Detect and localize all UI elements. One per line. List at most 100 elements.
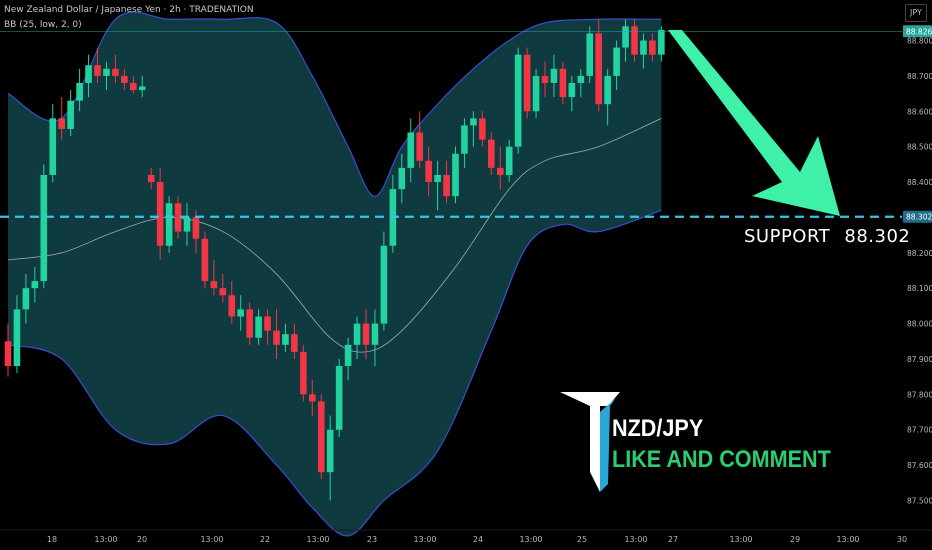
chart-title: New Zealand Dollar / Japanese Yen · 2h ·… xyxy=(4,5,254,15)
candle-body xyxy=(577,75,585,83)
candle-body xyxy=(595,33,602,105)
last-price-tag-text: 88.826 xyxy=(906,27,932,36)
candle-body xyxy=(353,323,361,345)
candle-body xyxy=(4,341,12,367)
candle-body xyxy=(559,68,567,98)
x-tick-label: 29 xyxy=(790,535,800,544)
candle-body xyxy=(407,132,415,168)
x-tick-label: 23 xyxy=(367,535,377,544)
candle-body xyxy=(291,334,298,352)
bollinger-upper-line xyxy=(7,11,662,197)
brand-pair-text: NZD/JPY xyxy=(612,415,704,442)
candle-body xyxy=(541,75,549,83)
candle-body xyxy=(514,54,522,147)
bollinger-lower-line xyxy=(7,209,662,537)
x-tick-label: 13:00 xyxy=(519,535,542,544)
y-tick-label: 88.500 xyxy=(907,143,932,152)
candle-body xyxy=(255,316,262,338)
candle-body xyxy=(550,68,558,83)
candle-body xyxy=(121,75,128,83)
candle-body xyxy=(317,401,325,473)
candle-body xyxy=(228,295,236,317)
y-tick-label: 88.000 xyxy=(907,320,932,329)
y-tick-label: 88.600 xyxy=(907,107,932,116)
candle-body xyxy=(201,238,209,282)
candle-body xyxy=(631,26,638,55)
candle-body xyxy=(219,288,227,296)
candle-body xyxy=(326,429,334,473)
y-tick-label: 87.800 xyxy=(907,390,932,399)
candle-body xyxy=(103,68,110,76)
bollinger-band-fill xyxy=(8,11,662,536)
currency-button[interactable]: JPY xyxy=(905,4,927,22)
candle-body xyxy=(31,281,39,289)
axis-layer: 88.80088.70088.60088.50088.40088.30088.2… xyxy=(0,25,932,544)
y-tick-label: 88.200 xyxy=(907,249,932,258)
overlay-layer xyxy=(0,30,902,218)
candle-body xyxy=(174,203,182,232)
support-price-tag-text: 88.302 xyxy=(906,213,932,222)
candle-body xyxy=(398,167,406,190)
candle-body xyxy=(488,139,495,168)
candle-body xyxy=(532,75,540,112)
support-value: 88.302 xyxy=(844,226,911,247)
candle-body xyxy=(147,174,155,183)
candle-body xyxy=(335,366,343,430)
candle-body xyxy=(568,82,576,98)
candle-body xyxy=(13,309,21,367)
candle-body xyxy=(282,334,289,345)
y-tick-label: 88.100 xyxy=(907,284,932,293)
candle-body xyxy=(192,217,200,239)
candle-body xyxy=(22,288,30,310)
candle-body xyxy=(165,203,173,246)
candle-body xyxy=(362,323,370,345)
support-label: SUPPORT xyxy=(744,226,831,247)
candle-body xyxy=(67,100,74,129)
candle-body xyxy=(85,65,92,83)
candle-body xyxy=(130,82,137,91)
brand-cta-text: LIKE AND COMMENT xyxy=(612,446,831,473)
candle-body xyxy=(183,217,191,232)
x-tick-label: 13:00 xyxy=(836,535,859,544)
y-tick-label: 87.500 xyxy=(907,497,932,506)
candles-layer xyxy=(4,19,665,501)
candle-body xyxy=(94,65,101,76)
support-annotation: SUPPORT 88.302 xyxy=(744,226,910,247)
candle-body xyxy=(156,182,164,246)
y-tick-label: 88.700 xyxy=(907,72,932,81)
candle-body xyxy=(434,174,441,183)
candle-body xyxy=(523,54,531,112)
candle-body xyxy=(496,167,504,175)
x-tick-label: 22 xyxy=(260,535,270,544)
candle-body xyxy=(416,132,423,161)
y-tick-label: 88.800 xyxy=(907,37,932,46)
x-tick-label: 25 xyxy=(577,535,587,544)
x-tick-label: 20 xyxy=(137,535,147,544)
candle-body xyxy=(58,118,65,129)
x-tick-label: 13:00 xyxy=(729,535,752,544)
x-tick-label: 27 xyxy=(668,535,678,544)
bollinger-basis-line xyxy=(7,117,662,353)
candle-body xyxy=(443,174,450,197)
indicator-legend: BB (25, low, 2, 0) xyxy=(4,20,82,30)
candle-body xyxy=(210,281,218,289)
x-tick-label: 18 xyxy=(47,535,57,544)
candle-body xyxy=(273,330,280,345)
candle-body xyxy=(452,153,459,197)
x-tick-label: 30 xyxy=(897,535,907,544)
candle-body xyxy=(586,33,594,76)
x-tick-label: 13:00 xyxy=(624,535,647,544)
candle-body xyxy=(613,47,620,76)
candle-body xyxy=(264,316,271,331)
x-tick-label: 13:00 xyxy=(94,535,117,544)
candle-body xyxy=(344,344,352,367)
candle-body xyxy=(622,26,629,48)
candle-body xyxy=(505,146,513,175)
x-tick-label: 13:00 xyxy=(200,535,223,544)
candle-body xyxy=(425,160,432,183)
candle-body xyxy=(112,68,119,76)
bollinger-band-layer xyxy=(7,11,662,537)
down-arrow-icon xyxy=(668,30,840,216)
y-tick-label: 88.400 xyxy=(907,178,932,187)
